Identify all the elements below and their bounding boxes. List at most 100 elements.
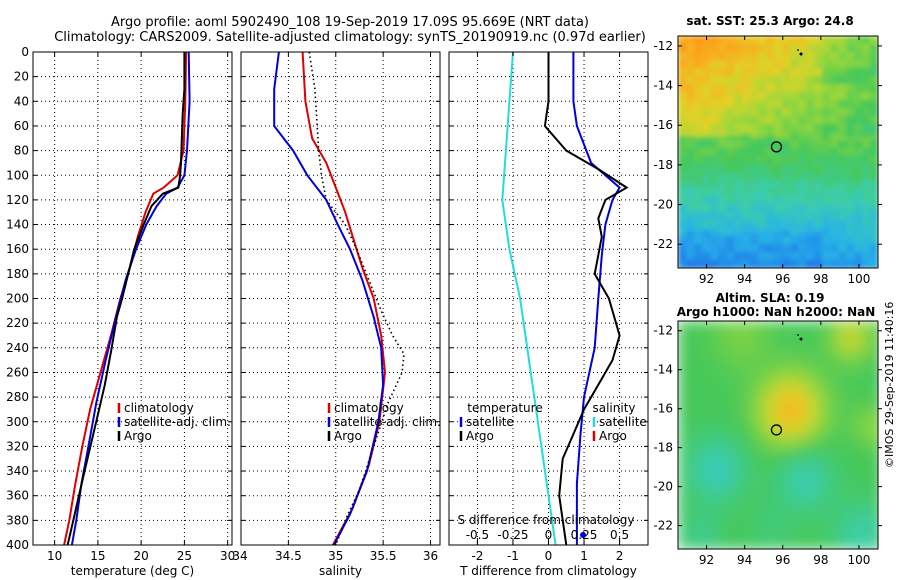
map-cell <box>678 40 683 45</box>
map-cell <box>744 345 751 352</box>
map-cell <box>846 100 851 105</box>
map-cell <box>774 156 779 161</box>
map-cell <box>780 399 787 406</box>
map-cell <box>726 393 733 400</box>
map-cell <box>702 459 709 466</box>
map-cell <box>750 140 755 145</box>
map-cell <box>762 423 769 430</box>
map-cell <box>846 519 853 526</box>
map-cell <box>862 256 867 261</box>
map-cell <box>846 116 851 121</box>
map-cell <box>810 36 815 41</box>
map-cell <box>822 240 827 245</box>
map-cell <box>726 256 731 261</box>
map-cell <box>714 264 719 268</box>
map-cell <box>806 256 811 261</box>
map-cell <box>816 387 823 394</box>
map-cell <box>814 60 819 65</box>
map-cell <box>718 204 723 209</box>
map-cell <box>774 240 779 245</box>
map-cell <box>814 260 819 265</box>
map-cell <box>770 232 775 237</box>
map-cell <box>792 363 799 370</box>
map-cell <box>762 84 767 89</box>
map-cell <box>866 220 871 225</box>
map-cell <box>798 471 805 478</box>
map-cell <box>738 140 743 145</box>
map-cell <box>850 72 855 77</box>
map-cell <box>850 220 855 225</box>
y-tick-label: 20 <box>14 70 29 84</box>
map-cell <box>696 513 703 520</box>
y-tick-label: 40 <box>14 94 29 108</box>
map-cell <box>738 441 745 448</box>
map-cell <box>876 531 878 538</box>
map-cell <box>726 164 731 169</box>
map-cell <box>854 212 859 217</box>
map-cell <box>802 64 807 69</box>
map-cell <box>706 104 711 109</box>
map-cell <box>876 519 878 526</box>
map-cell <box>678 64 683 69</box>
map-cell <box>850 228 855 233</box>
map-cell <box>846 80 851 85</box>
map-cell <box>766 260 771 265</box>
map-cell <box>734 68 739 73</box>
map-cell <box>842 92 847 97</box>
map-cell <box>810 252 815 257</box>
map-cell <box>834 124 839 129</box>
map-cell <box>858 144 863 149</box>
map-cell <box>786 132 791 137</box>
map-cell <box>732 399 739 406</box>
map-cell <box>706 256 711 261</box>
map-cell <box>826 232 831 237</box>
map-cell <box>768 369 775 376</box>
map-cell <box>738 56 743 61</box>
map-cell <box>754 180 759 185</box>
map-cell <box>734 176 739 181</box>
map-cell <box>810 399 817 406</box>
map-cell <box>714 483 721 490</box>
map-cell <box>732 393 739 400</box>
map-cell <box>730 88 735 93</box>
map-cell <box>828 429 835 436</box>
map-cell <box>682 120 687 125</box>
map-cell <box>798 459 805 466</box>
map-cell <box>766 96 771 101</box>
map-cell <box>682 92 687 97</box>
map-cell <box>742 68 747 73</box>
map-cell <box>714 220 719 225</box>
map-cell <box>720 345 727 352</box>
map-cell <box>854 248 859 253</box>
map-cell <box>790 128 795 133</box>
map-cell <box>708 447 715 454</box>
map-cell <box>798 525 805 532</box>
map-cell <box>722 212 727 217</box>
map-cell <box>862 220 867 225</box>
map-cell <box>698 92 703 97</box>
map-cell <box>842 220 847 225</box>
map-cell <box>718 64 723 69</box>
map-cell <box>802 196 807 201</box>
map-cell <box>810 192 815 197</box>
map-cell <box>798 132 803 137</box>
map-cell <box>870 321 877 328</box>
map-cell <box>696 489 703 496</box>
map-cell <box>738 152 743 157</box>
map-cell <box>782 96 787 101</box>
sla-map-subtitle: Argo h1000: NaN h2000: NaN <box>677 305 876 319</box>
map-cell <box>814 236 819 241</box>
map-cell <box>732 435 739 442</box>
map-cell <box>762 48 767 53</box>
map-cell <box>846 333 853 340</box>
map-cell <box>706 100 711 105</box>
map-cell <box>846 120 851 125</box>
map-cell <box>744 507 751 514</box>
map-cell <box>714 224 719 229</box>
map-cell <box>806 76 811 81</box>
map-cell <box>684 393 691 400</box>
map-cell <box>838 216 843 221</box>
map-cell <box>746 156 751 161</box>
map-cell <box>778 116 783 121</box>
map-cell <box>734 136 739 141</box>
